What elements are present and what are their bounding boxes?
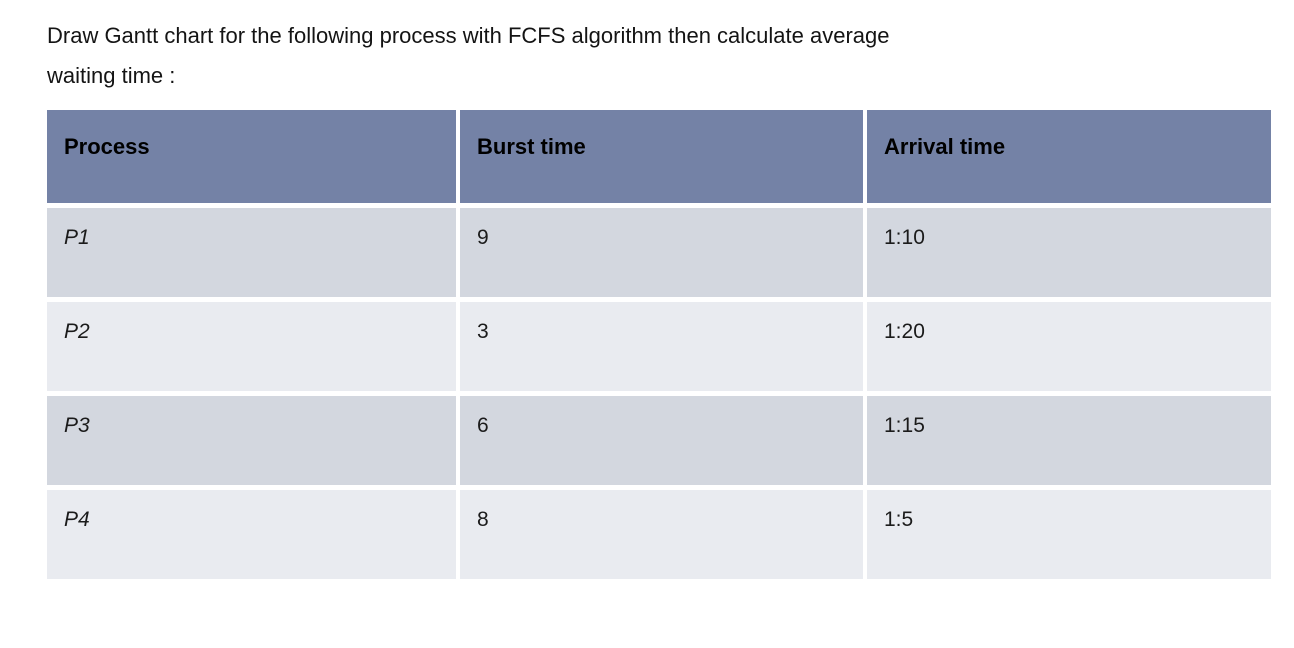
cell-process-p4: P4 [47, 490, 456, 579]
cell-arrival-time-p4: 1:5 [867, 490, 1271, 579]
cell-burst-time-p2: 3 [460, 302, 863, 391]
cell-arrival-time-p3: 1:15 [867, 396, 1271, 485]
cell-arrival-time-p1: 1:10 [867, 208, 1271, 297]
header-cell-arrival-time: Arrival time [867, 110, 1271, 203]
question-text: Draw Gantt chart for the following proce… [47, 16, 1267, 96]
cell-process-p3: P3 [47, 396, 456, 485]
cell-process-p1: P1 [47, 208, 456, 297]
cell-burst-time-p3: 6 [460, 396, 863, 485]
cell-burst-time-p1: 9 [460, 208, 863, 297]
cell-process-p2: P2 [47, 302, 456, 391]
question-line-2: waiting time : [47, 63, 176, 88]
process-table: Process Burst time Arrival time P1 9 1:1… [47, 110, 1271, 579]
cell-arrival-time-p2: 1:20 [867, 302, 1271, 391]
header-cell-burst-time: Burst time [460, 110, 863, 203]
question-line-1: Draw Gantt chart for the following proce… [47, 23, 890, 48]
header-cell-process: Process [47, 110, 456, 203]
cell-burst-time-p4: 8 [460, 490, 863, 579]
